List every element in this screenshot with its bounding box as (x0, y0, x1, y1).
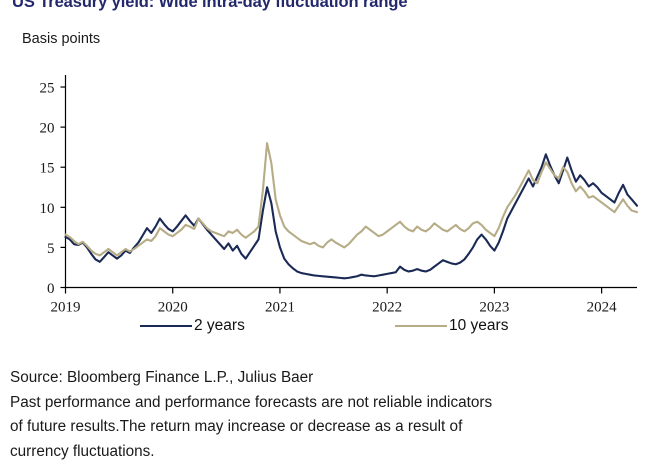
axes-group: 0 5 10 15 20 25 2019 2020 2021 2022 2023 2024 (40, 75, 637, 316)
x-tick-label: 2024 (587, 300, 618, 316)
legend-label-2-years: 2 years (194, 317, 245, 334)
y-tick-label: 0 (47, 281, 55, 297)
disclaimer-line-3: currency fluctuations. (10, 442, 155, 460)
y-axis-ticks: 0 5 10 15 20 25 (40, 81, 66, 297)
footnote-block: Source: Bloomberg Finance L.P., Julius B… (10, 366, 644, 464)
chart-title: US Treasury yield: Wide intra-day fluctu… (12, 0, 408, 11)
x-tick-label: 2019 (51, 300, 81, 316)
legend-swatch-10-years (395, 325, 447, 327)
legend-item-10-years[interactable]: 10 years (395, 317, 508, 335)
x-tick-label: 2023 (479, 300, 509, 316)
x-tick-label: 2020 (158, 300, 188, 316)
legend-swatch-2-years (140, 325, 192, 327)
legend-label-10-years: 10 years (449, 317, 509, 334)
y-tick-label: 25 (40, 81, 55, 97)
source-line: Source: Bloomberg Finance L.P., Julius B… (10, 369, 314, 386)
series-line-2-years (64, 153, 639, 280)
x-axis-ticks: 2019 2020 2021 2022 2023 2024 (51, 287, 618, 316)
y-axis-title: Basis points (22, 31, 101, 47)
legend-item-2-years[interactable]: 2 years (140, 317, 245, 335)
series-line-10-years (64, 142, 639, 257)
disclaimer-line-1: Past performance and performance forecas… (10, 393, 493, 411)
y-tick-label: 10 (40, 201, 55, 217)
series-lines (64, 142, 639, 280)
disclaimer-line-2: of future results.The return may increas… (10, 418, 463, 435)
plot-area: 0 5 10 15 20 25 2019 2020 2021 2022 2023 2024 (40, 75, 639, 316)
chart-legend: 2 years 10 years (0, 315, 651, 343)
x-tick-label: 2021 (265, 300, 295, 316)
y-tick-label: 15 (40, 161, 55, 177)
y-tick-label: 5 (47, 241, 55, 257)
x-tick-label: 2022 (372, 300, 402, 316)
y-tick-label: 20 (40, 121, 55, 137)
